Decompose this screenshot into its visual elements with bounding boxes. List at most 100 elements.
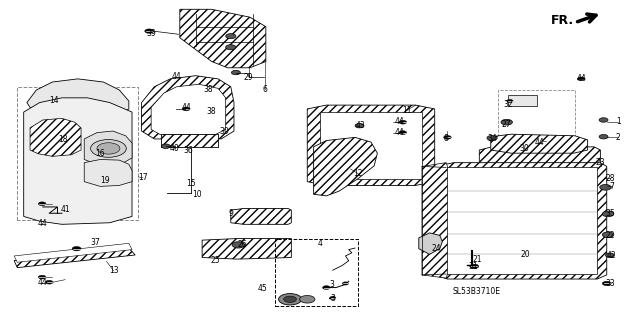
Text: 39: 39 <box>220 127 229 136</box>
Circle shape <box>226 45 236 50</box>
Text: 44: 44 <box>395 117 404 126</box>
Text: SL53B3710E: SL53B3710E <box>452 287 500 296</box>
Polygon shape <box>30 118 81 156</box>
Text: 29: 29 <box>244 73 253 82</box>
Polygon shape <box>180 9 266 68</box>
Text: 3: 3 <box>330 294 335 303</box>
Polygon shape <box>314 137 378 196</box>
Text: 18: 18 <box>58 135 67 145</box>
Text: 37: 37 <box>91 238 100 247</box>
Circle shape <box>72 247 81 251</box>
Circle shape <box>538 139 545 143</box>
Text: 44: 44 <box>395 128 404 137</box>
Text: 1: 1 <box>616 117 621 126</box>
Circle shape <box>323 286 330 289</box>
Text: 21: 21 <box>472 255 481 263</box>
Circle shape <box>602 232 614 238</box>
Text: 14: 14 <box>49 96 59 105</box>
Polygon shape <box>446 167 597 274</box>
Circle shape <box>232 242 245 248</box>
Circle shape <box>226 33 236 39</box>
Polygon shape <box>508 95 537 106</box>
Circle shape <box>38 202 46 206</box>
Circle shape <box>600 184 611 190</box>
Circle shape <box>284 296 296 302</box>
Text: 8: 8 <box>444 134 449 144</box>
Circle shape <box>232 70 241 75</box>
Circle shape <box>577 77 585 81</box>
Text: 45: 45 <box>258 284 268 293</box>
Circle shape <box>182 107 190 111</box>
Text: 44: 44 <box>172 72 182 81</box>
Text: 35: 35 <box>605 209 616 219</box>
Polygon shape <box>14 248 135 268</box>
Circle shape <box>501 119 513 125</box>
Polygon shape <box>419 233 442 254</box>
Circle shape <box>45 280 53 284</box>
Text: 10: 10 <box>192 190 202 199</box>
Circle shape <box>444 136 451 139</box>
Polygon shape <box>597 167 605 179</box>
Polygon shape <box>479 147 600 167</box>
Circle shape <box>222 128 231 133</box>
Text: 38: 38 <box>207 107 216 115</box>
Text: 22: 22 <box>605 231 614 240</box>
Text: 34: 34 <box>487 134 497 144</box>
Text: 2: 2 <box>616 133 621 142</box>
Polygon shape <box>141 76 234 139</box>
Text: 44: 44 <box>181 103 191 112</box>
Text: 41: 41 <box>60 205 70 214</box>
Polygon shape <box>422 163 447 278</box>
Text: 27: 27 <box>502 120 511 129</box>
Text: 11: 11 <box>402 106 412 115</box>
Text: 32: 32 <box>503 100 513 109</box>
Polygon shape <box>27 79 129 119</box>
Circle shape <box>507 100 513 103</box>
Text: 6: 6 <box>263 85 268 94</box>
Text: 44: 44 <box>534 137 544 147</box>
Circle shape <box>605 253 614 257</box>
Text: 40: 40 <box>170 144 180 153</box>
Text: 26: 26 <box>237 241 247 249</box>
Polygon shape <box>202 239 291 259</box>
Text: 24: 24 <box>431 244 441 253</box>
Circle shape <box>97 143 120 154</box>
Text: 20: 20 <box>520 250 530 259</box>
Text: FR.: FR. <box>551 14 575 27</box>
Circle shape <box>602 211 614 217</box>
Circle shape <box>161 144 170 148</box>
Text: 25: 25 <box>210 256 220 264</box>
Circle shape <box>599 135 608 139</box>
Text: 28: 28 <box>605 174 614 183</box>
Text: 44: 44 <box>37 219 47 228</box>
Polygon shape <box>24 98 132 224</box>
Polygon shape <box>307 105 435 185</box>
Circle shape <box>300 295 315 303</box>
Text: 39: 39 <box>147 28 157 38</box>
Circle shape <box>278 293 301 305</box>
Text: 44: 44 <box>37 278 47 287</box>
Circle shape <box>330 296 336 300</box>
Polygon shape <box>435 163 607 279</box>
Text: 4: 4 <box>317 239 323 248</box>
Text: 23: 23 <box>596 158 605 167</box>
Text: 36: 36 <box>184 145 194 154</box>
Polygon shape <box>231 209 291 224</box>
Text: 30: 30 <box>519 144 529 153</box>
Polygon shape <box>84 160 132 186</box>
Text: 19: 19 <box>100 175 110 185</box>
Text: 7: 7 <box>609 182 614 191</box>
Circle shape <box>399 131 406 135</box>
Polygon shape <box>491 134 588 153</box>
Text: 42: 42 <box>606 251 616 260</box>
Circle shape <box>342 282 349 285</box>
Text: 9: 9 <box>228 209 233 218</box>
Bar <box>275 239 358 306</box>
Polygon shape <box>161 134 218 147</box>
Text: 38: 38 <box>204 85 213 94</box>
Circle shape <box>399 120 406 124</box>
Circle shape <box>38 275 46 279</box>
Polygon shape <box>14 243 132 262</box>
Text: 33: 33 <box>605 279 615 288</box>
Circle shape <box>91 140 126 157</box>
